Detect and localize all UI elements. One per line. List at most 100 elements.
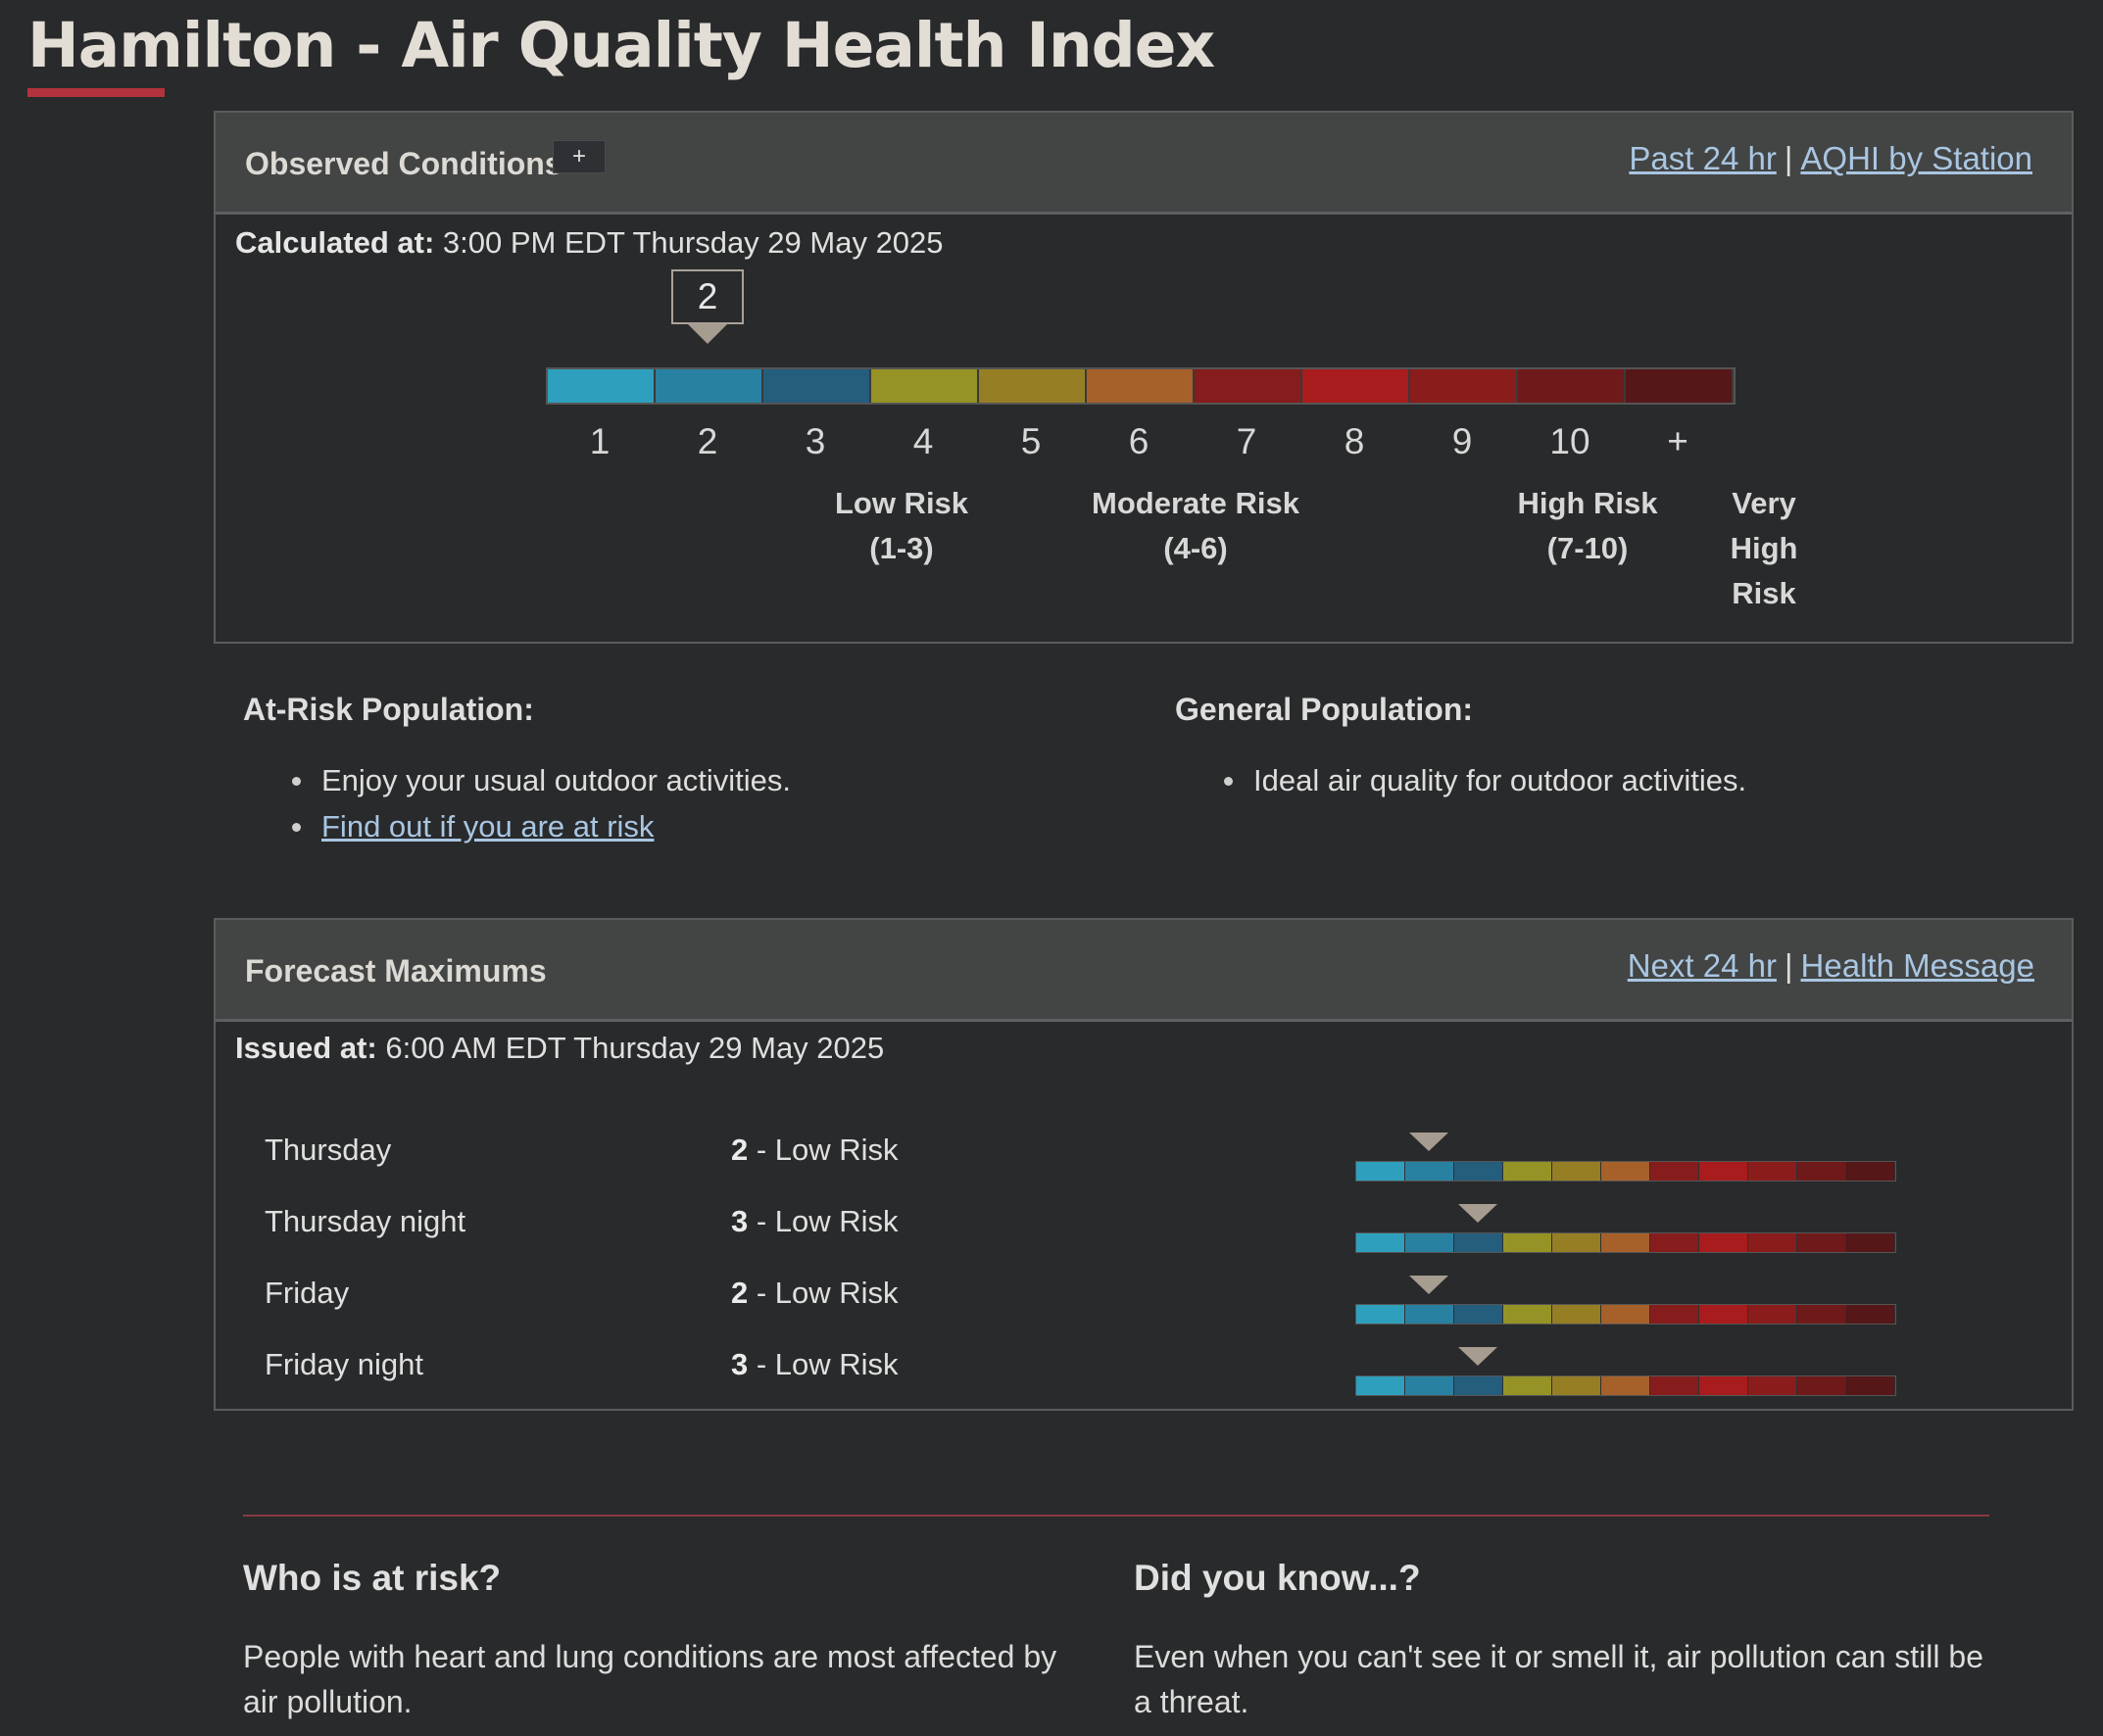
forecast-row: Friday night 3 - Low Risk: [216, 1337, 2072, 1396]
risk-label-line: Very: [1732, 486, 1796, 520]
link-separator: |: [1784, 947, 1793, 984]
find-out-at-risk-link[interactable]: Find out if you are at risk: [321, 809, 655, 844]
forecast-scale-segment: [1748, 1305, 1797, 1324]
forecast-scale-segment: [1601, 1376, 1650, 1395]
calculated-at-time: 3:00 PM EDT Thursday 29 May 2025: [442, 225, 944, 260]
aqhi-scale-tick: 9: [1451, 421, 1473, 461]
aqhi-scale-tick: 10: [1549, 421, 1590, 461]
forecast-scale-segment: [1552, 1376, 1601, 1395]
link-separator: |: [1784, 140, 1793, 176]
general-population-heading: General Population:: [1175, 692, 1474, 727]
forecast-scale-segment: [1797, 1233, 1846, 1252]
forecast-scale-segment: [1405, 1305, 1454, 1324]
expand-icon: +: [571, 143, 586, 169]
at-risk-list: Enjoy your usual outdoor activities. Fin…: [290, 757, 791, 849]
risk-label-line: High Risk: [1517, 486, 1658, 520]
text-line: People with heart and lung conditions ar…: [243, 1639, 1057, 1674]
risk-label-low: Low Risk (1-3): [764, 481, 1039, 571]
observed-links: Past 24 hr | AQHI by Station: [1629, 140, 2032, 177]
forecast-scale-segment: [1503, 1376, 1552, 1395]
risk-label-line: (1-3): [869, 531, 934, 565]
forecast-scale-segment: [1454, 1162, 1503, 1181]
aqhi-scale-segment: [871, 369, 979, 403]
forecast-scale-segment: [1650, 1305, 1699, 1324]
forecast-aqhi-number: 2: [731, 1276, 749, 1310]
title-underline: [27, 88, 165, 97]
info-toggle-button[interactable]: +: [553, 140, 606, 173]
forecast-row: Thursday night 3 - Low Risk: [216, 1194, 2072, 1253]
list-item: Enjoy your usual outdoor activities.: [290, 757, 791, 803]
forecast-period: Friday: [265, 1276, 350, 1310]
text-line: air pollution.: [243, 1684, 413, 1719]
forecast-scale-segment: [1650, 1162, 1699, 1181]
risk-label-high: High Risk (7-10): [1431, 481, 1744, 571]
forecast-scale-segment: [1797, 1162, 1846, 1181]
forecast-scale-segment: [1503, 1162, 1552, 1181]
forecast-pointer: [1409, 1276, 1448, 1294]
forecast-scale-segment: [1552, 1162, 1601, 1181]
forecast-scale-bar: [1355, 1232, 1896, 1253]
risk-label-line: High: [1730, 531, 1798, 565]
forecast-period: Thursday night: [265, 1204, 466, 1238]
aqhi-scale-segment: [1195, 369, 1302, 403]
forecast-pointer: [1458, 1204, 1497, 1223]
forecast-value: 3 - Low Risk: [731, 1347, 899, 1382]
who-at-risk-heading: Who is at risk?: [243, 1558, 502, 1598]
forecast-value: 2 - Low Risk: [731, 1276, 899, 1311]
aqhi-scale-segment: [656, 369, 763, 403]
forecast-value: 2 - Low Risk: [731, 1133, 899, 1168]
observed-title: Observed Conditions: [245, 146, 562, 181]
general-population-list: Ideal air quality for outdoor activities…: [1222, 757, 1746, 803]
page-title: Hamilton - Air Quality Health Index: [27, 10, 1215, 81]
forecast-scale-segment: [1601, 1162, 1650, 1181]
forecast-risk-category: - Low Risk: [748, 1347, 899, 1381]
forecast-scale-segment: [1846, 1305, 1895, 1324]
aqhi-scale-tick: +: [1667, 421, 1688, 461]
forecast-scale-segment: [1699, 1162, 1748, 1181]
forecast-aqhi-number: 2: [731, 1133, 749, 1167]
forecast-scale-bar: [1355, 1161, 1896, 1181]
forecast-scale-segment: [1846, 1162, 1895, 1181]
forecast-scale-segment: [1797, 1305, 1846, 1324]
risk-label-line: Moderate Risk: [1092, 486, 1299, 520]
forecast-period: Friday night: [265, 1347, 423, 1381]
forecast-scale-segment: [1356, 1162, 1405, 1181]
aqhi-scale-tick: 8: [1344, 421, 1365, 461]
at-risk-heading: At-Risk Population:: [243, 692, 534, 727]
forecast-aqhi-number: 3: [731, 1204, 749, 1238]
forecast-scale-segment: [1699, 1376, 1748, 1395]
forecast-value: 3 - Low Risk: [731, 1204, 899, 1239]
did-you-know-heading: Did you know...?: [1134, 1558, 1421, 1598]
aqhi-scale-tick: 6: [1128, 421, 1149, 461]
who-at-risk-text: People with heart and lung conditions ar…: [243, 1634, 1056, 1724]
forecast-row: Friday 2 - Low Risk: [216, 1266, 2072, 1325]
aqhi-scale-tick: 4: [912, 421, 934, 461]
forecast-row: Thursday 2 - Low Risk: [216, 1123, 2072, 1181]
forecast-scale-segment: [1846, 1376, 1895, 1395]
forecast-scale-segment: [1356, 1305, 1405, 1324]
list-item: Find out if you are at risk: [290, 803, 791, 849]
forecast-risk-category: - Low Risk: [748, 1204, 899, 1238]
risk-label-line: (4-6): [1163, 531, 1228, 565]
aqhi-scale-segment: [1302, 369, 1410, 403]
forecast-panel: Forecast Maximums Next 24 hr | Health Mess…: [214, 918, 2074, 1411]
past-24hr-link[interactable]: Past 24 hr: [1629, 140, 1777, 176]
calculated-at: Calculated at: 3:00 PM EDT Thursday 29 M…: [235, 225, 944, 261]
forecast-scale-segment: [1601, 1233, 1650, 1252]
aqhi-scale-segment: [1087, 369, 1195, 403]
current-aqhi-pointer: [688, 324, 727, 344]
forecast-scale-bar: [1355, 1304, 1896, 1325]
forecast-scale-segment: [1699, 1305, 1748, 1324]
next-24hr-link[interactable]: Next 24 hr: [1627, 947, 1777, 984]
forecast-scale-segment: [1650, 1376, 1699, 1395]
forecast-scale-bar: [1355, 1375, 1896, 1396]
forecast-scale-segment: [1699, 1233, 1748, 1252]
aqhi-scale-segment: [1518, 369, 1626, 403]
forecast-scale-segment: [1454, 1305, 1503, 1324]
aqhi-by-station-link[interactable]: AQHI by Station: [1800, 140, 2032, 176]
health-message-link[interactable]: Health Message: [1800, 947, 2034, 984]
risk-label-moderate: Moderate Risk (4-6): [1039, 481, 1352, 571]
forecast-scale-segment: [1748, 1376, 1797, 1395]
forecast-aqhi-number: 3: [731, 1347, 749, 1381]
list-item: Ideal air quality for outdoor activities…: [1222, 757, 1746, 803]
